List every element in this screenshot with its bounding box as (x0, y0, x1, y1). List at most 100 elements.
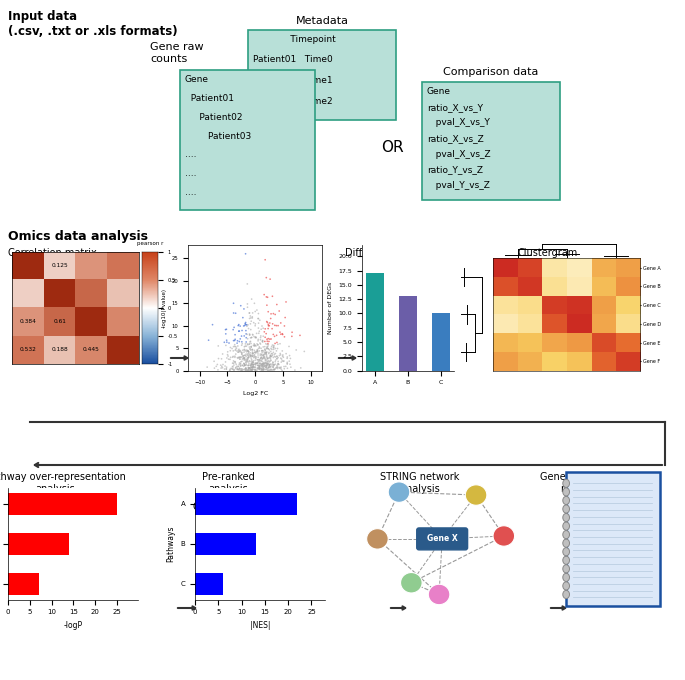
Point (230, 308, 241, 319)
Text: STRING network
analysis: STRING network analysis (380, 472, 460, 494)
Point (245, 351, 256, 362)
Point (266, 360, 277, 371)
Bar (8, 532, 69, 555)
Point (228, 345, 239, 356)
Point (236, 365, 247, 376)
Point (263, 306, 274, 317)
Point (265, 358, 276, 369)
Text: Gene: Gene (427, 87, 451, 96)
Point (258, 363, 269, 374)
Point (266, 348, 277, 359)
Point (254, 343, 265, 354)
Point (229, 339, 240, 350)
Point (256, 365, 266, 376)
Point (249, 341, 260, 352)
Point (256, 345, 267, 356)
Point (265, 350, 276, 361)
Point (262, 347, 273, 358)
Point (207, 319, 218, 330)
Text: 0.61: 0.61 (53, 319, 66, 324)
Point (251, 305, 262, 316)
Point (236, 330, 247, 341)
Point (251, 339, 262, 350)
Point (234, 354, 245, 364)
Point (252, 346, 263, 357)
Point (252, 358, 263, 369)
Point (237, 360, 248, 371)
Circle shape (563, 547, 569, 556)
Point (263, 343, 274, 354)
Point (253, 358, 264, 369)
Point (223, 337, 234, 348)
Point (252, 339, 263, 350)
Point (228, 298, 239, 309)
Point (228, 341, 239, 352)
Point (243, 358, 254, 369)
Point (265, 350, 276, 361)
Point (260, 349, 271, 360)
Point (270, 309, 281, 320)
Point (246, 359, 257, 370)
Point (225, 354, 236, 364)
Point (247, 332, 258, 343)
Point (257, 356, 268, 367)
Point (220, 360, 231, 371)
Point (239, 353, 250, 364)
Point (257, 364, 268, 375)
Point (277, 329, 288, 340)
Point (253, 334, 264, 345)
Point (240, 248, 251, 259)
Point (265, 356, 276, 367)
Point (258, 349, 269, 360)
Point (242, 352, 253, 363)
Point (257, 336, 268, 347)
Text: GSEA analysis: GSEA analysis (193, 502, 262, 512)
Point (258, 364, 269, 375)
Point (236, 347, 247, 358)
Point (245, 333, 256, 343)
Point (246, 341, 257, 352)
Text: ....: .... (185, 169, 197, 178)
Point (270, 359, 281, 370)
Point (271, 345, 282, 356)
Point (236, 340, 247, 351)
Point (274, 305, 285, 316)
Text: Metadata: Metadata (295, 16, 349, 26)
Point (235, 333, 246, 344)
Point (220, 324, 231, 335)
FancyBboxPatch shape (180, 70, 315, 210)
Circle shape (563, 496, 569, 505)
Point (234, 319, 245, 330)
Point (216, 361, 227, 372)
X-axis label: Log2 FC: Log2 FC (242, 391, 268, 396)
Point (277, 328, 288, 339)
Point (262, 363, 273, 374)
Circle shape (563, 488, 569, 496)
Point (264, 352, 275, 363)
Point (243, 360, 254, 371)
Point (239, 358, 250, 369)
Point (264, 360, 275, 371)
Point (236, 352, 247, 362)
Point (247, 360, 258, 371)
Point (229, 358, 240, 369)
Point (212, 364, 223, 375)
Point (246, 358, 257, 369)
Point (243, 346, 254, 357)
Point (269, 364, 280, 375)
Point (242, 364, 253, 375)
Point (239, 330, 250, 341)
Point (238, 354, 249, 365)
Point (269, 351, 280, 362)
Point (256, 345, 267, 356)
Point (260, 344, 271, 355)
Point (251, 333, 262, 343)
Point (245, 324, 256, 335)
Point (234, 326, 245, 337)
Point (249, 359, 260, 370)
Point (258, 361, 269, 372)
Point (245, 347, 256, 358)
Point (256, 358, 266, 369)
Point (240, 345, 251, 356)
Point (249, 339, 260, 350)
